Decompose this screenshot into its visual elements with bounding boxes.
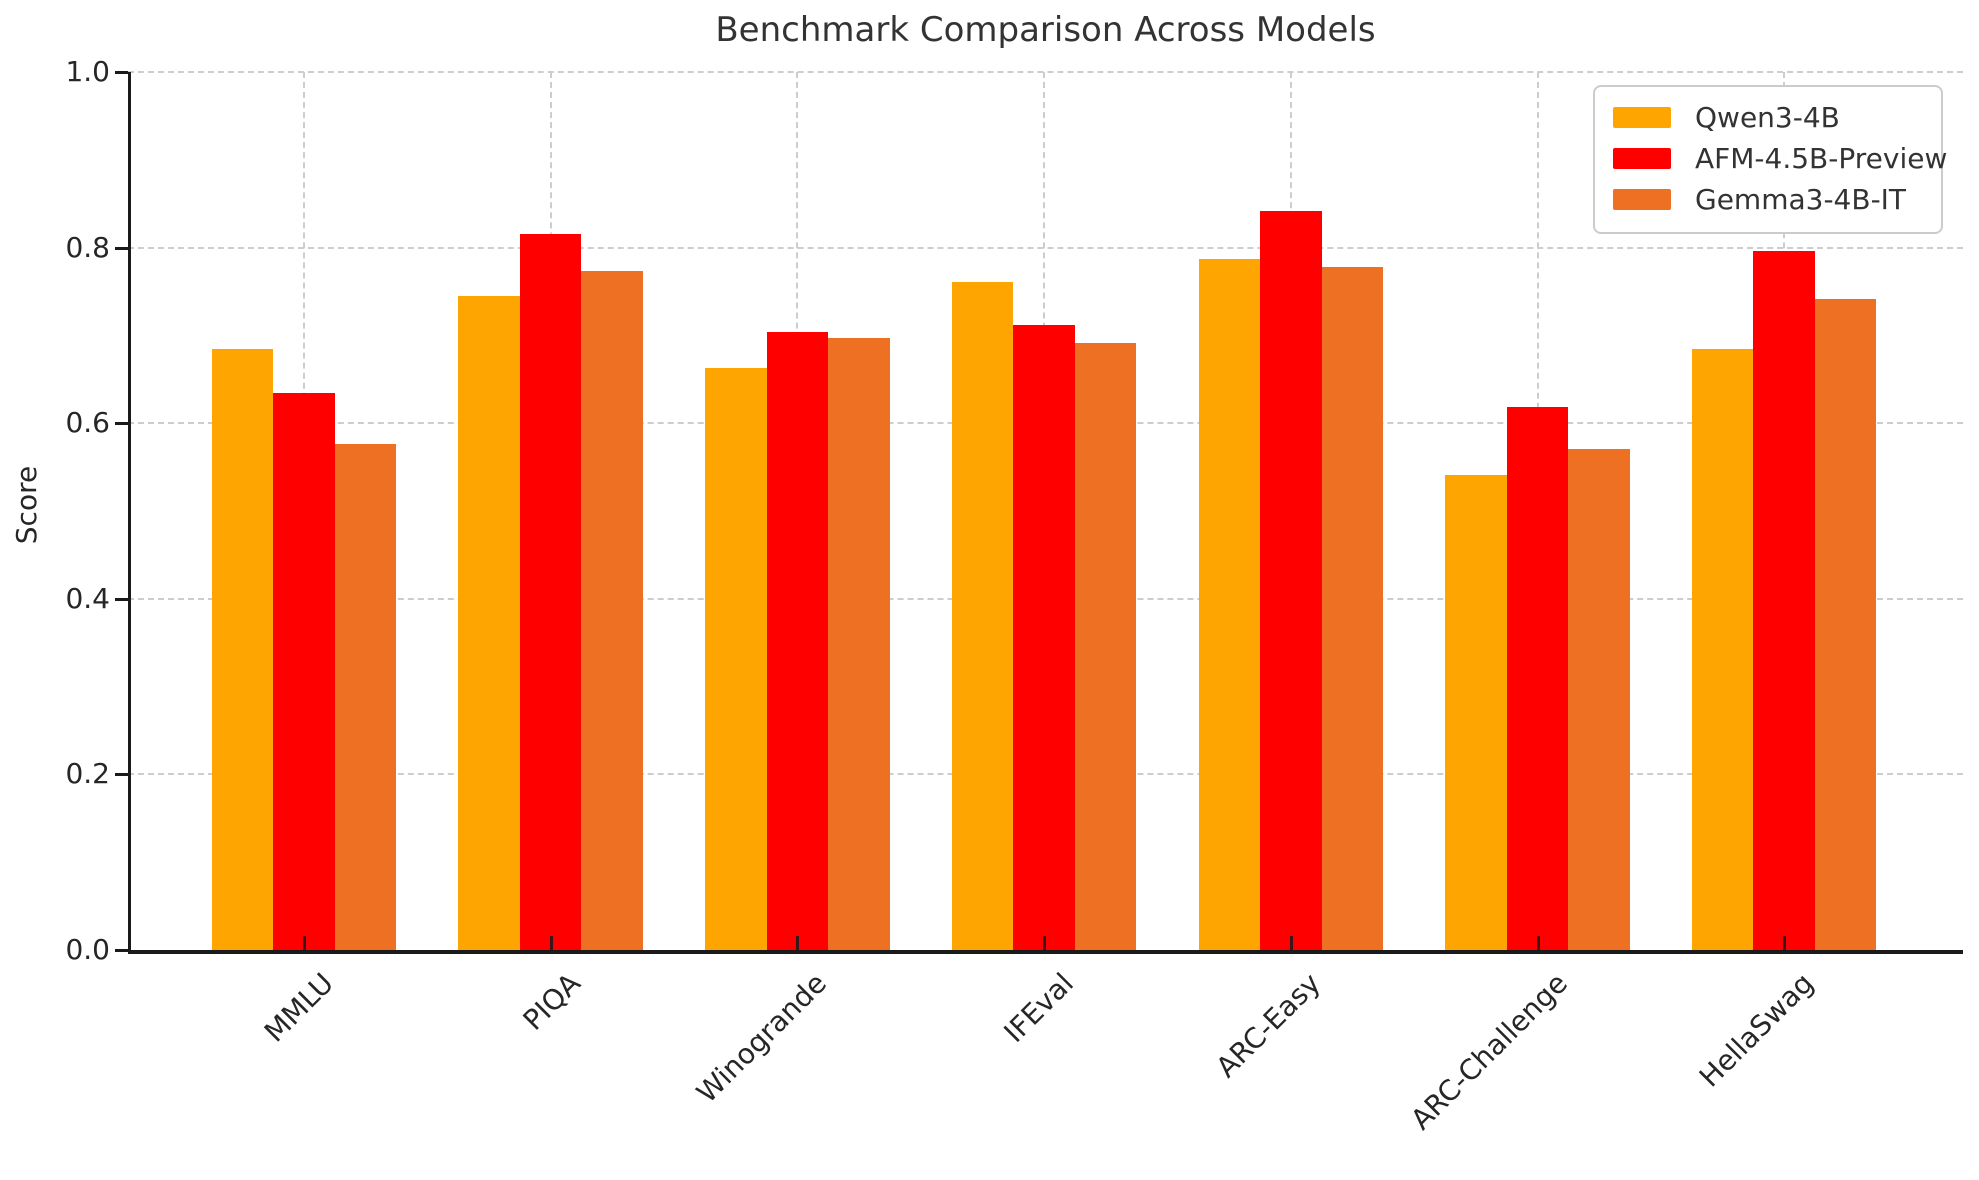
ytick-label-0: 0.0	[65, 933, 110, 966]
bar-gemma3-4b-it-piqa	[581, 271, 643, 950]
bar-qwen3-4b-mmlu	[211, 349, 274, 950]
bar-gemma3-4b-it-arc-challenge	[1568, 448, 1630, 950]
xtick-label-arc-challenge: ARC-Challenge	[1403, 966, 1574, 1137]
bar-afm-4-5b-preview-mmlu	[273, 393, 335, 950]
xtick-mark-piqa	[549, 936, 553, 950]
ytick-label-0.2: 0.2	[65, 757, 110, 791]
y-axis-spine	[128, 72, 131, 953]
xtick-label-piqa: PIQA	[516, 966, 587, 1037]
legend-item-qwen3-4b: Qwen3-4B	[1595, 97, 1941, 138]
ytick-label-0.4: 0.4	[65, 581, 110, 615]
bar-gemma3-4b-it-ifeval	[1074, 343, 1137, 950]
bar-afm-4-5b-preview-ifeval	[1013, 324, 1075, 950]
gridline-y-0.8	[128, 246, 1963, 249]
ytick-label-0.8: 0.8	[65, 230, 110, 264]
legend-swatch-afm-4-5b-preview	[1613, 148, 1671, 169]
legend-label-qwen3-4b: Qwen3-4B	[1695, 101, 1840, 134]
legend-item-afm-4-5b-preview: AFM-4.5B-Preview	[1595, 138, 1947, 179]
bar-qwen3-4b-hellaswag	[1691, 348, 1754, 950]
xtick-mark-mmlu	[303, 936, 306, 950]
bar-gemma3-4b-it-mmlu	[334, 444, 397, 950]
xtick-label-hellaswag: HellaSwag	[1693, 966, 1821, 1094]
chart-title: Benchmark Comparison Across Models	[715, 10, 1376, 50]
xtick-mark-arc-challenge	[1536, 936, 1540, 950]
legend: Qwen3-4B AFM-4.5B-Preview Gemma3-4B-IT	[1593, 85, 1947, 234]
bar-afm-4-5b-preview-arc-challenge	[1506, 406, 1569, 950]
xtick-mark-ifeval	[1043, 936, 1047, 950]
xtick-mark-winogrande	[796, 936, 800, 950]
gridline-y-1	[128, 71, 1963, 73]
bar-gemma3-4b-it-winogrande	[828, 338, 890, 950]
legend-swatch-qwen3-4b	[1613, 107, 1671, 128]
xtick-mark-hellaswag	[1783, 936, 1787, 950]
ytick-mark-0	[115, 949, 128, 952]
legend-label-gemma3-4b-it: Gemma3-4B-IT	[1695, 183, 1907, 216]
legend-item-gemma3-4b-it: Gemma3-4B-IT	[1595, 179, 1941, 220]
bar-afm-4-5b-preview-hellaswag	[1753, 251, 1815, 950]
bar-gemma3-4b-it-arc-easy	[1321, 266, 1384, 950]
bar-qwen3-4b-arc-easy	[1198, 259, 1261, 950]
bar-qwen3-4b-winogrande	[705, 367, 767, 950]
legend-swatch-gemma3-4b-it	[1613, 189, 1671, 210]
ytick-mark-0.4	[115, 597, 128, 601]
bar-gemma3-4b-it-hellaswag	[1814, 298, 1877, 950]
ytick-mark-0.2	[115, 773, 128, 777]
xtick-label-mmlu: MMLU	[257, 966, 340, 1049]
bar-afm-4-5b-preview-arc-easy	[1260, 210, 1322, 950]
ytick-mark-0.6	[115, 422, 128, 426]
ytick-label-1: 1.0	[65, 55, 110, 88]
ytick-label-0.6: 0.6	[65, 406, 110, 440]
ytick-mark-1	[115, 71, 128, 74]
xtick-label-arc-easy: ARC-Easy	[1209, 966, 1327, 1084]
legend-label-afm-4-5b-preview: AFM-4.5B-Preview	[1695, 142, 1948, 175]
bar-qwen3-4b-piqa	[458, 295, 520, 950]
xtick-label-winogrande: Winogrande	[690, 966, 834, 1110]
xtick-label-ifeval: IFEval	[997, 966, 1081, 1050]
bar-qwen3-4b-arc-challenge	[1445, 475, 1507, 950]
x-axis-spine	[128, 950, 1963, 954]
xtick-mark-arc-easy	[1289, 936, 1293, 950]
bar-qwen3-4b-ifeval	[951, 281, 1014, 950]
bar-afm-4-5b-preview-piqa	[519, 234, 582, 950]
ytick-mark-0.8	[115, 246, 128, 250]
bar-afm-4-5b-preview-winogrande	[766, 331, 829, 950]
